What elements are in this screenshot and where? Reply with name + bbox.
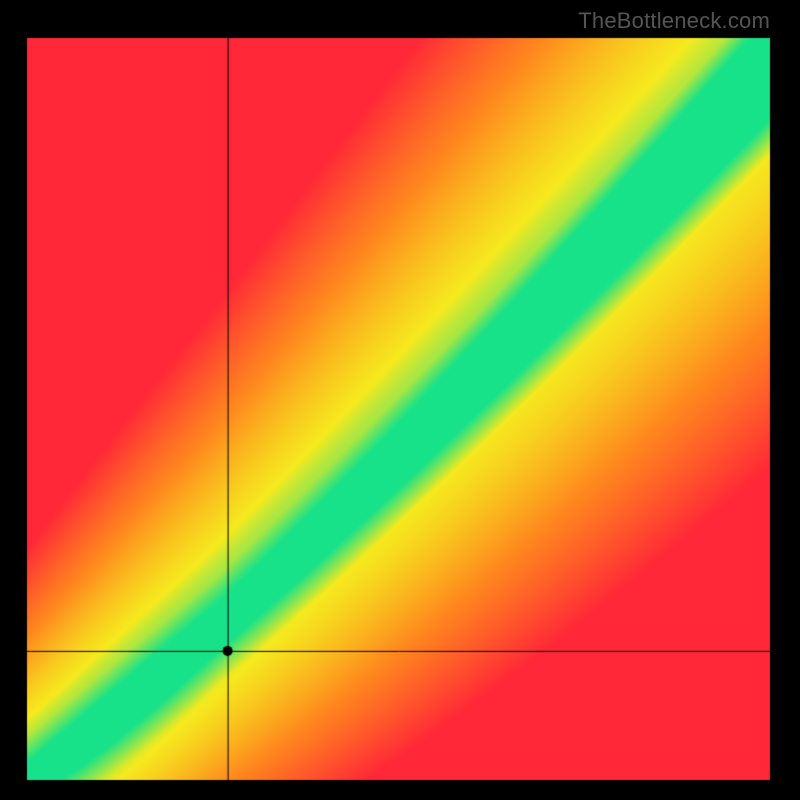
watermark-text: TheBottleneck.com (578, 8, 770, 34)
bottleneck-heatmap (0, 0, 800, 800)
chart-container: TheBottleneck.com (0, 0, 800, 800)
